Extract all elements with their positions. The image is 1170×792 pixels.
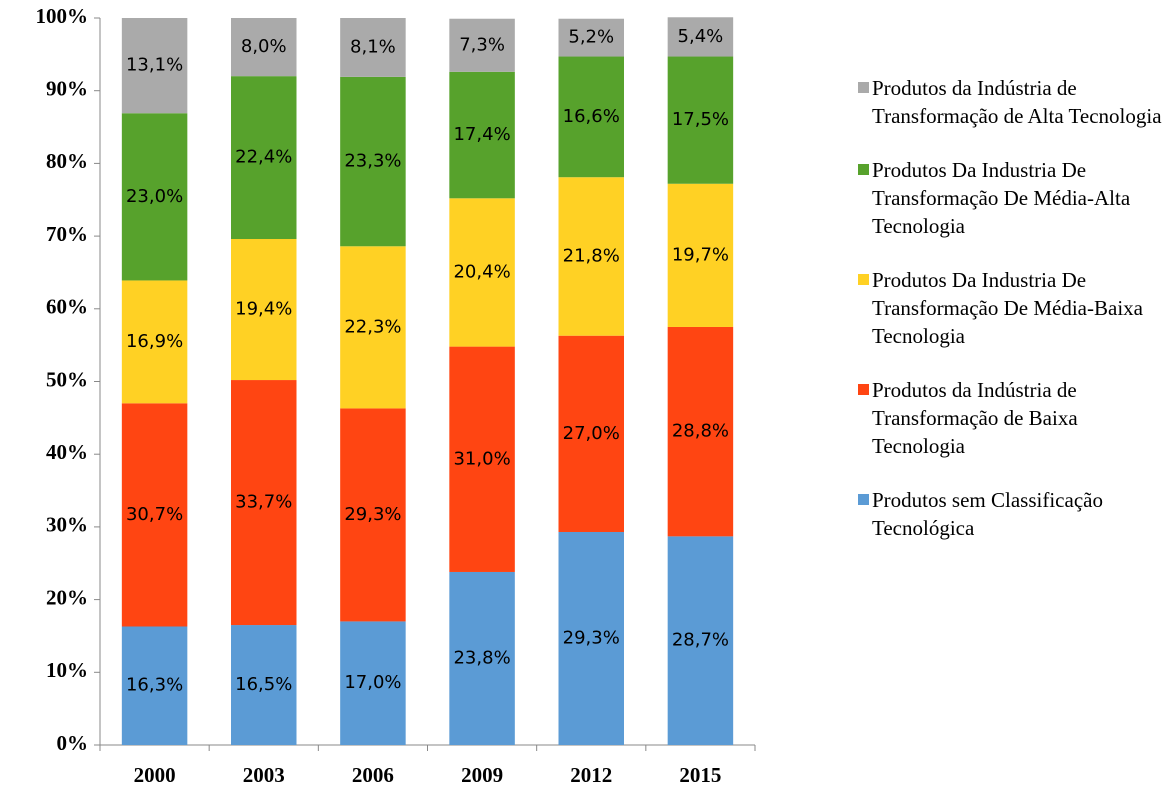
bar-segment — [231, 76, 297, 240]
bar-segment — [667, 56, 734, 184]
bar-segment — [121, 280, 188, 404]
bar-segment — [340, 246, 406, 409]
value-label: 30,7% — [126, 504, 183, 525]
y-tick-label: 70% — [46, 222, 88, 246]
y-tick-label: 100% — [36, 4, 89, 28]
x-tick-label: 2006 — [352, 763, 394, 787]
bar-segment — [667, 326, 734, 537]
value-label: 8,0% — [241, 36, 287, 57]
x-tick-label: 2009 — [461, 763, 503, 787]
y-tick-label: 40% — [46, 440, 88, 464]
y-tick-label: 10% — [46, 658, 88, 682]
value-label: 16,9% — [126, 331, 183, 352]
value-label: 8,1% — [350, 36, 396, 57]
bar-segment — [667, 17, 734, 57]
value-label: 23,0% — [126, 186, 183, 207]
bar-segment — [231, 380, 297, 626]
y-tick-label: 30% — [46, 513, 88, 537]
bar-segment — [558, 177, 624, 336]
legend-item: Produtos sem Classificação Tecnológica — [858, 486, 1163, 542]
bar-segment — [340, 18, 406, 77]
value-label: 13,1% — [126, 55, 183, 76]
legend-label: Produtos Da Industria De Transformação D… — [872, 158, 1131, 238]
bar-segment — [449, 346, 515, 572]
value-label: 33,7% — [235, 492, 292, 513]
bar-segment — [449, 571, 515, 745]
value-label: 16,5% — [235, 674, 292, 695]
legend-item: Produtos Da Industria De Transformação D… — [858, 156, 1163, 240]
value-label: 5,4% — [678, 26, 724, 47]
value-label: 29,3% — [344, 504, 401, 525]
bar-segment — [340, 408, 406, 622]
value-label: 17,4% — [453, 124, 510, 145]
bar-segment — [667, 183, 734, 327]
legend-label: Produtos da Indústria de Transformação d… — [872, 378, 1078, 458]
value-label: 23,3% — [344, 151, 401, 172]
y-tick-label: 90% — [46, 77, 88, 101]
x-tick-label: 2000 — [134, 763, 176, 787]
bar-segment — [558, 531, 624, 745]
value-label: 5,2% — [568, 27, 614, 48]
legend-item: Produtos da Indústria de Transformação d… — [858, 74, 1163, 130]
bar-segment — [231, 625, 297, 745]
bar-segment — [231, 239, 297, 381]
value-label: 27,0% — [563, 423, 620, 444]
value-label: 29,3% — [563, 627, 620, 648]
value-label: 19,7% — [672, 244, 729, 265]
y-tick-label: 50% — [46, 367, 88, 391]
bar-segment — [558, 18, 624, 57]
legend-swatch — [858, 164, 869, 175]
bar-segment — [558, 335, 624, 532]
bar-segment — [121, 403, 188, 627]
bar-segment — [558, 56, 624, 178]
y-tick-label: 80% — [46, 149, 88, 173]
bar-segment — [340, 621, 406, 745]
legend-label: Produtos Da Industria De Transformação D… — [872, 268, 1143, 348]
bar-segment — [340, 76, 406, 247]
bar-segment — [121, 18, 188, 114]
value-label: 20,4% — [453, 261, 510, 282]
bar-segment — [231, 18, 297, 77]
x-tick-label: 2003 — [243, 763, 285, 787]
value-label: 31,0% — [453, 448, 510, 469]
value-label: 19,4% — [235, 299, 292, 320]
bar-segment — [449, 198, 515, 347]
value-label: 28,8% — [672, 421, 729, 442]
legend-item: Produtos Da Industria De Transformação D… — [858, 266, 1163, 350]
y-tick-label: 20% — [46, 585, 88, 609]
bar-segment — [449, 71, 515, 199]
y-tick-label: 0% — [57, 731, 89, 755]
value-label: 21,8% — [563, 245, 620, 266]
legend-label: Produtos da Indústria de Transformação d… — [872, 76, 1162, 128]
value-label: 7,3% — [459, 34, 505, 55]
legend-swatch — [858, 494, 869, 505]
legend-label: Produtos sem Classificação Tecnológica — [872, 488, 1103, 540]
legend-item: Produtos da Indústria de Transformação d… — [858, 376, 1163, 460]
legend: Produtos da Indústria de Transformação d… — [858, 74, 1163, 568]
legend-swatch — [858, 274, 869, 285]
value-label: 17,0% — [344, 672, 401, 693]
value-label: 23,8% — [453, 647, 510, 668]
bar-segment — [667, 536, 734, 745]
value-label: 22,3% — [344, 316, 401, 337]
bar-segment — [121, 113, 188, 281]
y-tick-label: 60% — [46, 295, 88, 319]
legend-swatch — [858, 82, 869, 93]
value-label: 22,4% — [235, 147, 292, 168]
x-tick-label: 2012 — [570, 763, 612, 787]
value-label: 16,3% — [126, 675, 183, 696]
value-label: 17,5% — [672, 109, 729, 130]
bar-segment — [121, 626, 188, 745]
legend-swatch — [858, 384, 869, 395]
value-label: 16,6% — [563, 106, 620, 127]
value-label: 28,7% — [672, 630, 729, 651]
bar-segment — [449, 18, 515, 72]
x-tick-label: 2015 — [679, 763, 721, 787]
